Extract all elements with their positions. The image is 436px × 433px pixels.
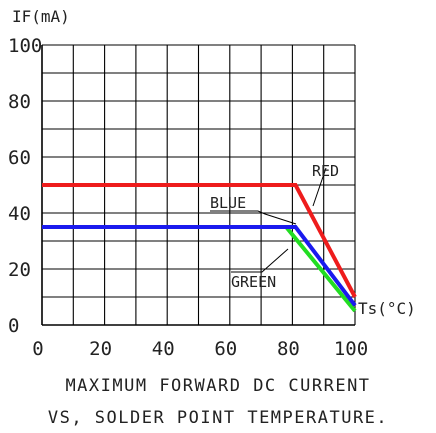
- y-axis-title: IF(mA): [12, 7, 70, 26]
- y-tick-labels: 0 20 40 60 80 100: [8, 35, 42, 337]
- callout-blue-leader: [210, 210, 297, 225]
- y-tick-label: 80: [8, 91, 31, 113]
- x-tick-label: 60: [214, 338, 237, 360]
- series-callouts: [210, 167, 327, 273]
- y-tick-label: 60: [8, 147, 31, 169]
- chart-title: MAXIMUM FORWARD DC CURRENT: [65, 376, 370, 396]
- x-tick-label: 40: [152, 338, 175, 360]
- y-tick-label: 20: [8, 259, 31, 281]
- grid: [41, 44, 356, 326]
- x-tick-label: 80: [277, 338, 300, 360]
- x-tick-label: 100: [334, 338, 368, 360]
- series-line-red: [42, 183, 357, 298]
- y-tick-label: 0: [8, 315, 19, 337]
- series-line-blue: [42, 225, 357, 307]
- series-lines: [42, 183, 357, 313]
- x-tick-labels: 0 20 40 60 80 100: [32, 338, 368, 360]
- series-label-green: GREEN: [231, 273, 276, 291]
- y-tick-label: 40: [8, 203, 31, 225]
- series-label-red: RED: [312, 162, 339, 180]
- x-tick-label: 0: [32, 338, 43, 360]
- series-label-blue: BLUE: [210, 194, 246, 212]
- chart-subtitle: VS, SOLDER POINT TEMPERATURE.: [48, 408, 388, 428]
- x-axis-title: Ts(°C): [358, 299, 416, 318]
- x-tick-label: 20: [89, 338, 112, 360]
- y-tick-label: 100: [8, 35, 42, 57]
- callout-red-leader: [312, 167, 327, 207]
- callout-green-leader: [231, 248, 289, 273]
